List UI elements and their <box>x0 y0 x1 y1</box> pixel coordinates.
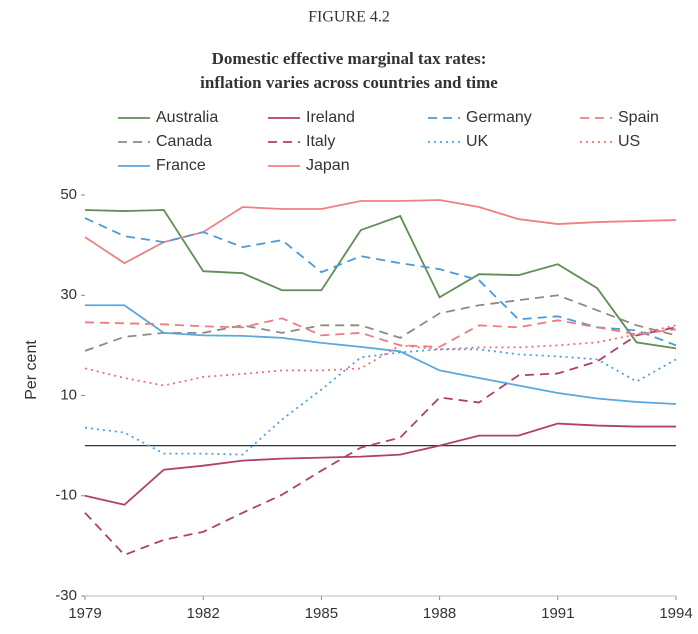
series-line <box>84 294 677 352</box>
y-tick-label: 50 <box>60 186 77 203</box>
y-tick-label: -10 <box>55 487 77 504</box>
series-line <box>84 326 677 556</box>
legend-label: US <box>618 133 640 150</box>
legend-label: Japan <box>306 157 350 174</box>
figure-label: FIGURE 4.2 <box>308 9 390 26</box>
legend-label: France <box>156 157 206 174</box>
chart-title: inflation varies across countries and ti… <box>200 73 498 92</box>
series-line <box>84 199 677 265</box>
legend-label: Italy <box>306 133 335 150</box>
series-line <box>85 304 677 405</box>
x-tick-label: 1979 <box>68 605 101 622</box>
legend-label: Germany <box>466 109 532 126</box>
legend-label: UK <box>466 133 489 150</box>
legend-label: Spain <box>618 109 659 126</box>
series-line <box>84 422 676 506</box>
chart-title: Domestic effective marginal tax rates: <box>212 49 487 68</box>
x-tick-label: 1982 <box>187 605 220 622</box>
series-line <box>84 324 677 387</box>
series-line <box>84 317 677 348</box>
y-tick-label: -30 <box>55 587 77 604</box>
x-tick-label: 1991 <box>541 605 574 622</box>
x-tick-label: 1994 <box>659 605 692 622</box>
legend-label: Australia <box>156 109 218 126</box>
series-line <box>84 348 677 456</box>
series-line <box>84 217 677 347</box>
series-line <box>84 209 677 350</box>
legend-label: Ireland <box>306 109 355 126</box>
y-tick-label: 10 <box>60 386 77 403</box>
x-tick-label: 1985 <box>305 605 338 622</box>
y-tick-label: 30 <box>60 286 77 303</box>
legend-label: Canada <box>156 133 212 150</box>
y-axis-label: Per cent <box>23 340 40 400</box>
x-tick-label: 1988 <box>423 605 456 622</box>
